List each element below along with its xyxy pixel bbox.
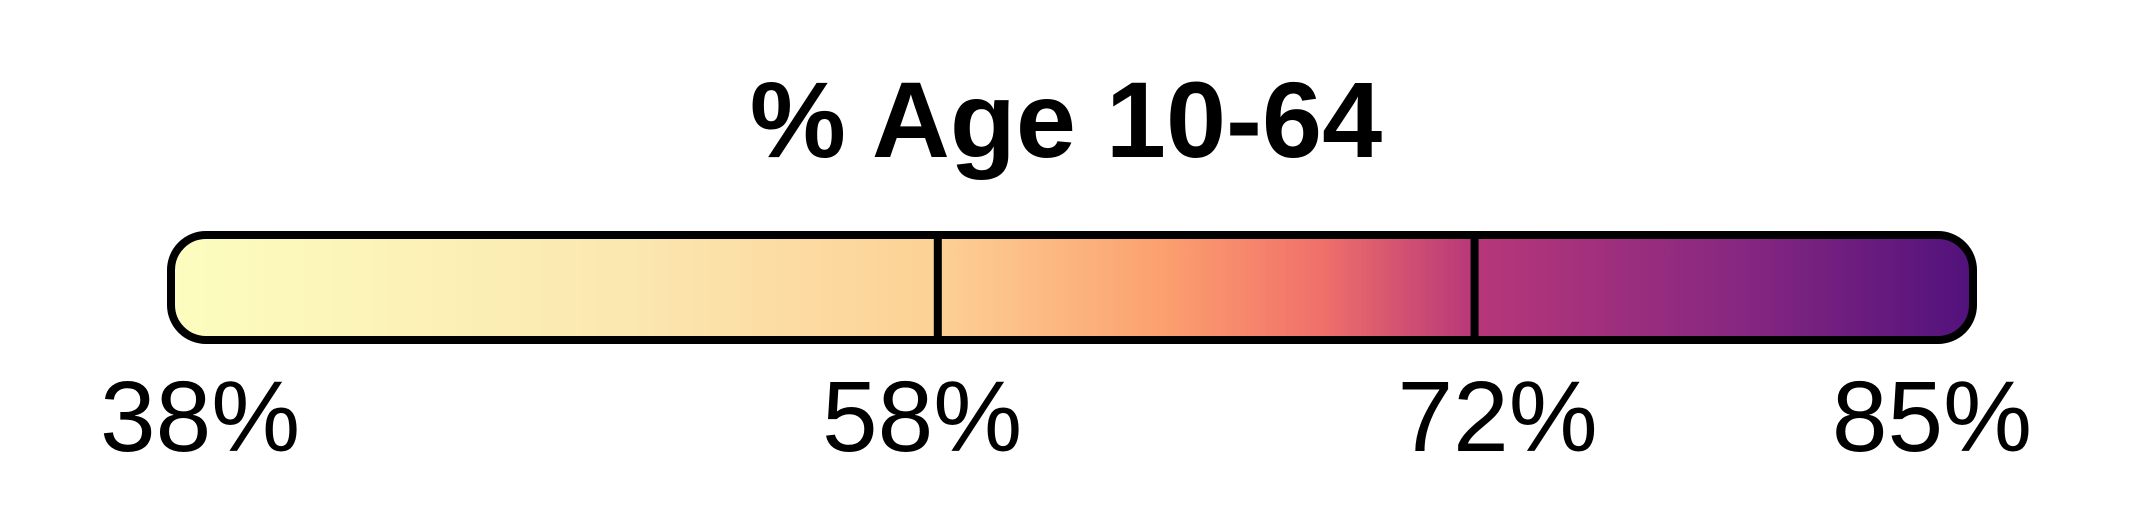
legend-title: % Age 10-64: [750, 59, 1382, 180]
legend-tick-label: 72%: [1398, 361, 1598, 473]
legend-tick-label: 38%: [100, 361, 300, 473]
legend-color-bar: [167, 231, 1977, 344]
legend-tick-label: 58%: [822, 361, 1022, 473]
legend-tick-label: 85%: [1832, 361, 2032, 473]
legend-ticks: 38% 58% 72% 85%: [100, 235, 2032, 473]
